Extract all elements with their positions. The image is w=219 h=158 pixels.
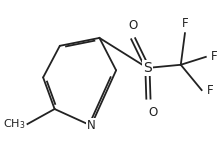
Text: F: F [182,17,188,30]
Text: F: F [211,50,218,63]
Text: N: N [87,119,95,132]
Text: CH$_3$: CH$_3$ [3,117,25,131]
Text: O: O [148,106,157,119]
Text: O: O [128,19,138,32]
Text: F: F [207,84,214,97]
Text: S: S [143,61,152,75]
